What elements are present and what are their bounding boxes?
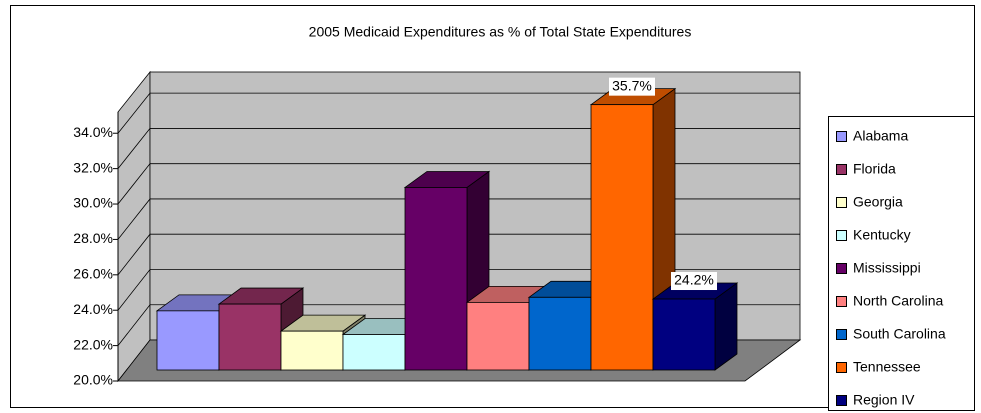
legend-swatch xyxy=(836,197,847,208)
legend-swatch xyxy=(836,263,847,274)
grid-line xyxy=(117,92,800,134)
grid-line xyxy=(117,198,800,240)
bar xyxy=(466,301,530,371)
legend-swatch xyxy=(836,131,847,142)
bar xyxy=(590,104,654,371)
legend-swatch xyxy=(836,230,847,241)
legend-label: Alabama xyxy=(853,128,908,144)
bar xyxy=(156,310,220,371)
data-label: 24.2% xyxy=(674,272,714,288)
bar xyxy=(342,334,406,371)
grid-line xyxy=(117,128,800,169)
legend-swatch xyxy=(836,329,847,340)
legend-swatch xyxy=(836,395,847,406)
legend-swatch xyxy=(836,164,847,175)
bar xyxy=(404,187,468,371)
legend-label: Georgia xyxy=(853,194,903,210)
legend-swatch xyxy=(836,296,847,307)
bar xyxy=(528,296,592,371)
legend-label: Tennessee xyxy=(853,359,921,375)
side-wall xyxy=(117,70,151,383)
y-tick-label: 24.0% xyxy=(73,301,113,317)
legend-label: North Carolina xyxy=(853,293,943,309)
data-label-bg xyxy=(609,77,655,96)
bar xyxy=(218,303,282,371)
bar xyxy=(280,330,344,371)
chart-title: 2005 Medicaid Expenditures as % of Total… xyxy=(309,24,692,40)
bar xyxy=(652,298,716,371)
grid-line xyxy=(117,163,800,205)
legend-swatch xyxy=(836,362,847,373)
grid-line xyxy=(117,269,800,311)
legend-label: Mississippi xyxy=(853,260,921,276)
legend-box xyxy=(828,116,975,411)
grid-line xyxy=(117,233,800,276)
y-tick-label: 30.0% xyxy=(73,195,113,211)
y-tick-label: 34.0% xyxy=(73,124,113,140)
legend-label: Kentucky xyxy=(853,227,911,243)
legend-label: Florida xyxy=(853,161,896,177)
y-tick-label: 26.0% xyxy=(73,266,113,282)
data-label: 35.7% xyxy=(612,77,652,93)
y-tick-label: 20.0% xyxy=(73,372,113,388)
y-tick-label: 22.0% xyxy=(73,336,113,352)
y-tick-label: 28.0% xyxy=(73,230,113,246)
data-label-bg xyxy=(671,272,717,291)
y-tick-label: 32.0% xyxy=(73,159,113,175)
legend-label: South Carolina xyxy=(853,326,946,342)
legend-label: Region IV xyxy=(853,392,915,408)
